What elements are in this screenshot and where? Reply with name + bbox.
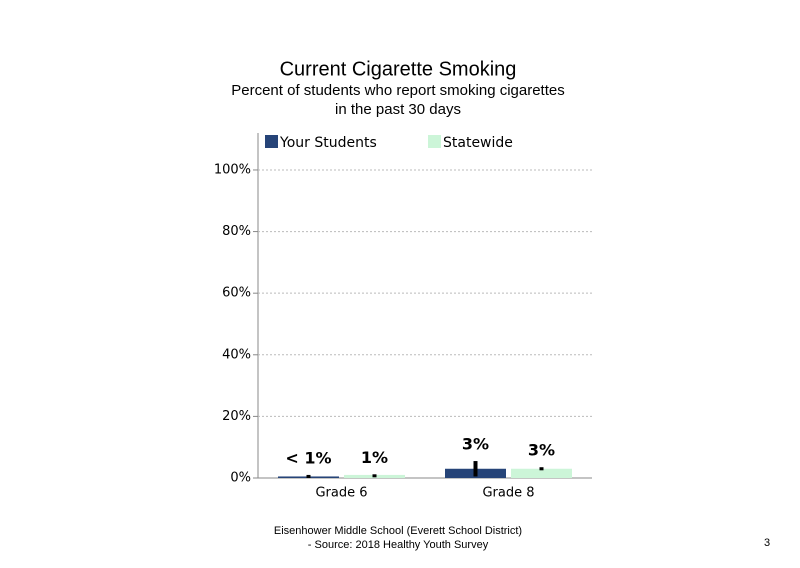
chart-subtitle: Percent of students who report smoking c… <box>231 82 565 99</box>
legend-swatch <box>265 135 278 148</box>
page-number: 3 <box>764 537 770 549</box>
value-label: < 1% <box>285 448 331 467</box>
footer: - Source: 2018 Healthy Youth Survey <box>308 539 489 551</box>
chart-subtitle: in the past 30 days <box>335 101 461 118</box>
legend-swatch <box>428 135 441 148</box>
y-tick-label: 60% <box>222 286 251 301</box>
x-tick-label: Grade 8 <box>482 486 534 501</box>
y-tick-label: 20% <box>222 409 251 424</box>
footer: Eisenhower Middle School (Everett School… <box>274 525 522 537</box>
chart-title: Current Cigarette Smoking <box>280 58 517 80</box>
legend-label: Statewide <box>443 135 513 151</box>
y-tick-label: 40% <box>222 347 251 362</box>
y-tick-label: 100% <box>214 162 251 177</box>
x-tick-label: Grade 6 <box>315 486 367 501</box>
legend-label: Your Students <box>279 135 377 151</box>
value-label: 1% <box>361 448 388 467</box>
y-tick-label: 80% <box>222 224 251 239</box>
bar <box>511 468 572 478</box>
y-tick-label: 0% <box>230 471 251 486</box>
value-label: 3% <box>528 441 555 460</box>
value-label: 3% <box>462 435 489 454</box>
